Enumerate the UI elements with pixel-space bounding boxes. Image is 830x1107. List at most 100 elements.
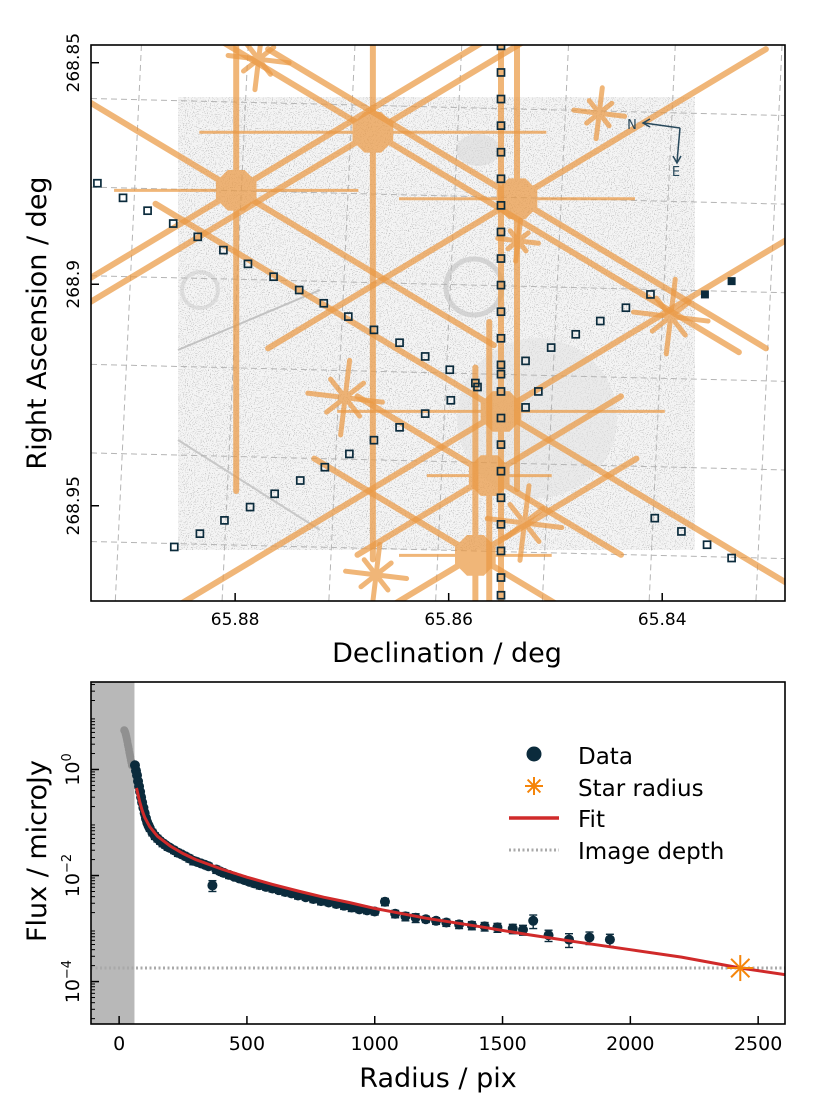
y-tick-label: 268.85 — [64, 33, 84, 92]
open-marker — [496, 254, 506, 263]
star-spike — [256, 56, 292, 66]
open-marker — [496, 493, 506, 503]
star-spike — [256, 45, 263, 62]
legend-data-label: Data — [578, 744, 633, 770]
y-tick-label: 10−2 — [60, 854, 84, 897]
open-marker — [521, 403, 530, 412]
open-marker — [295, 476, 305, 485]
open-marker — [496, 573, 506, 582]
x-tick-label: 1500 — [478, 1033, 526, 1055]
data-point — [604, 934, 615, 945]
diffraction-spike — [369, 45, 524, 136]
open-marker — [496, 68, 506, 77]
open-marker — [496, 440, 506, 449]
open-marker — [650, 513, 660, 523]
y-tick-label: 10−4 — [60, 960, 84, 1003]
diffraction-spike — [311, 455, 479, 559]
y-tick-label: 268.95 — [64, 476, 84, 535]
legend-star-marker — [525, 777, 543, 795]
y-tick-label: 268.9 — [64, 260, 84, 309]
compass: N E — [627, 118, 682, 180]
open-marker — [420, 352, 430, 361]
star-core — [371, 570, 381, 580]
north-label: N — [627, 118, 637, 133]
data-point — [528, 915, 539, 926]
masked-star — [343, 541, 410, 601]
diffraction-spike — [265, 46, 521, 202]
star-spike — [593, 110, 602, 142]
profile-series — [91, 726, 785, 982]
east-label: E — [672, 165, 680, 180]
star-spike — [571, 107, 602, 116]
diffraction-spike — [497, 408, 785, 586]
bottom-axes: 0 500 1000 1500 2000 2500 100 10−2 10−4 — [60, 684, 782, 1055]
bottom-x-axis-label: Radius / pix — [359, 1063, 516, 1094]
east-arrow — [676, 127, 681, 163]
open-marker — [168, 219, 178, 228]
masked-star — [305, 357, 385, 438]
open-marker — [496, 360, 506, 370]
open-marker — [496, 307, 506, 317]
open-marker — [219, 245, 228, 255]
open-marker — [727, 553, 736, 563]
open-marker — [395, 422, 404, 432]
star-core — [595, 109, 603, 117]
data-point — [207, 880, 218, 891]
x-tick-label: 2000 — [606, 1033, 654, 1055]
star-spike — [663, 314, 674, 357]
diffraction-spike — [393, 552, 479, 601]
masked-star — [495, 217, 541, 264]
grid-line-ra — [71, 9, 805, 27]
open-marker — [118, 193, 128, 203]
star-spike — [596, 85, 605, 116]
star-core — [515, 237, 521, 244]
x-tick-label: 65.86 — [424, 610, 473, 630]
diffraction-spike — [514, 195, 769, 352]
legend-data-marker — [526, 746, 542, 762]
legend: Data Star radius Fit Image depth — [509, 744, 724, 865]
open-marker — [345, 449, 354, 459]
open-marker — [496, 520, 506, 529]
legend-fit-label: Fit — [578, 807, 605, 833]
open-marker — [270, 489, 279, 499]
open-marker — [369, 435, 379, 445]
filled-marker — [727, 277, 736, 286]
open-marker — [496, 45, 506, 51]
star-spike — [252, 56, 262, 93]
open-marker — [269, 272, 278, 282]
flux-profile-panel: 0 500 1000 1500 2000 2500 100 10−2 10−4 Data Sta… — [22, 681, 786, 1094]
bottom-plot-frame — [90, 681, 786, 1025]
fit-curve — [135, 787, 785, 977]
open-marker — [496, 333, 506, 343]
legend-depth-label: Image depth — [578, 839, 724, 865]
masked-star — [571, 85, 628, 142]
x-tick-label: 500 — [229, 1033, 265, 1055]
grid-line-ra — [91, 452, 785, 471]
open-marker — [571, 329, 581, 339]
open-marker — [496, 201, 506, 210]
star-spike — [668, 276, 678, 320]
x-tick-label: 1000 — [351, 1033, 399, 1055]
grid-line-ra — [91, 98, 785, 117]
star-spike — [342, 357, 353, 401]
x-tick-label: 65.84 — [638, 610, 687, 630]
north-arrow-head — [641, 118, 651, 128]
star-spike — [343, 568, 379, 578]
mask-sample-markers — [93, 45, 736, 600]
top-x-axis-label: Declination / deg — [332, 638, 562, 669]
star-spike — [521, 483, 532, 526]
open-marker — [496, 227, 506, 237]
diffraction-spike — [233, 187, 497, 349]
open-marker — [245, 502, 255, 512]
open-marker — [195, 529, 205, 539]
y-tick-label: 100 — [60, 753, 84, 785]
masked-star — [630, 276, 711, 357]
open-marker — [595, 316, 605, 326]
open-marker — [496, 387, 506, 396]
diffraction-spike — [91, 99, 240, 194]
diffraction-spike — [472, 455, 640, 559]
star-spike — [484, 516, 527, 526]
star-spike — [596, 110, 628, 119]
diffraction-spike — [152, 200, 504, 415]
diffraction-spike — [486, 472, 625, 558]
